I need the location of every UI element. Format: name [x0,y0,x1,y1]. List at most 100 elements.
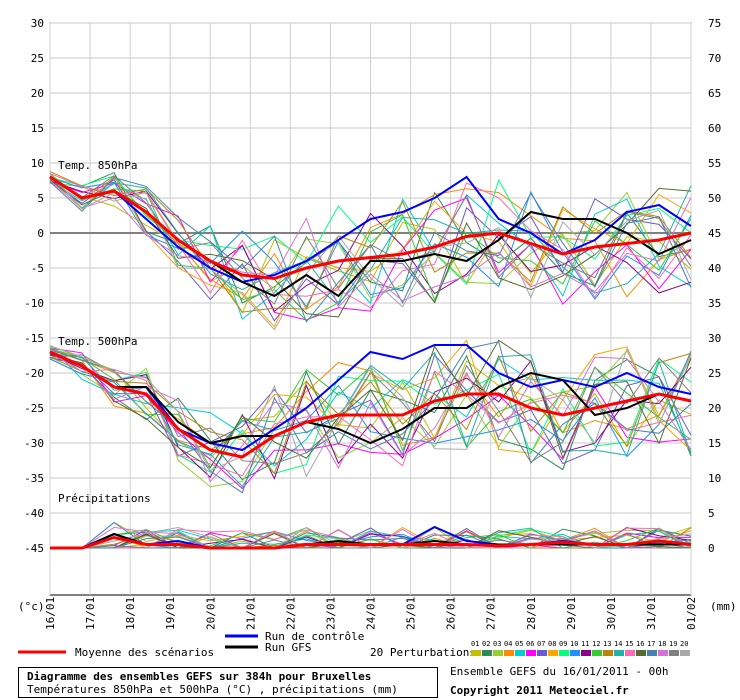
x-tick-label: 23/01 [324,597,337,630]
perturbation-id-label: 10 [570,640,578,648]
perturbation-18-line [49,180,692,308]
perturbation-swatch [669,650,679,656]
copyright: Copyright 2011 Meteociel.fr [450,684,629,697]
perturbation-id-label: 01 [471,640,479,648]
panel-label-500: Temp. 500hPa [58,335,137,348]
mean-line-panel1 [49,350,692,459]
perturbation-swatch [526,650,536,656]
perturbation-15-line [49,172,692,309]
x-tick-label: 01/02 [685,597,698,630]
right-tick-label: 20 [708,402,721,415]
x-tick-label: 30/01 [605,597,618,630]
right-tick-label: 65 [708,87,721,100]
legend-mean-label: Moyenne des scénarios [75,646,214,659]
left-tick-label: -5 [31,262,44,275]
x-tick-label: 28/01 [525,597,538,630]
right-tick-label: 15 [708,437,721,450]
right-tick-label: 30 [708,332,721,345]
left-tick-label: -25 [24,402,44,415]
right-tick-label: 75 [708,17,721,30]
right-tick-label: 5 [708,507,715,520]
perturbation-id-label: 19 [669,640,677,648]
left-tick-label: -15 [24,332,44,345]
perturbation-20-line [49,345,692,478]
legend-perturbations-label: 20 Perturbations [370,646,476,659]
perturbation-swatch [625,650,635,656]
left-tick-label: -45 [24,542,44,555]
perturbation-swatch [559,650,569,656]
mean-line-panel0 [49,175,692,281]
perturbation-18-line [49,349,692,483]
x-tick-label: 21/01 [244,597,257,630]
x-tick-label: 19/01 [164,597,177,630]
legend: Run de contrôle Run GFS Moyenne des scén… [18,630,690,659]
x-tick-label: 25/01 [405,597,418,630]
right-tick-label: 45 [708,227,721,240]
perturbation-id-label: 09 [559,640,567,648]
run-info: Ensemble GEFS du 16/01/2011 - 00h [450,665,669,678]
main-series-lines [49,175,692,550]
panel-label-850: Temp. 850hPa [58,159,137,172]
right-tick-label: 50 [708,192,721,205]
perturbation-19-line [49,175,692,305]
perturbation-id-label: 08 [548,640,556,648]
perturbation-swatch [537,650,547,656]
perturbation-06-line [49,181,692,321]
perturbation-swatches: 01 02 03 04 05 06 07 08 09 10 11 12 13 14 15 16 17 18 19 20 [471,640,690,656]
perturbation-id-label: 07 [537,640,545,648]
x-tick-label: 31/01 [645,597,658,630]
perturbation-swatch [680,650,690,656]
perturbation-id-label: 12 [592,640,600,648]
x-tick-label: 20/01 [204,597,217,630]
perturbation-id-label: 17 [647,640,655,648]
left-tick-label: 0 [37,227,44,240]
control-line-panel1 [49,344,692,452]
left-axis-unit: (°c) [18,600,45,613]
right-tick-label: 10 [708,472,721,485]
perturbation-id-label: 20 [680,640,688,648]
perturbation-17-line [50,527,692,549]
perturbation-swatch [471,650,481,656]
left-tick-label: -40 [24,507,44,520]
right-tick-label: 60 [708,122,721,135]
perturbation-04-line [49,349,692,451]
perturbation-swatch [647,650,657,656]
left-tick-label: -10 [24,297,44,310]
perturbation-11-line [49,180,692,313]
perturbation-id-label: 06 [526,640,534,648]
chart-subtitle: Températures 850hPa et 500hPa (°C) , pré… [27,683,398,696]
x-tick-label: 24/01 [365,597,378,630]
x-tick-label: 29/01 [565,597,578,630]
right-axis-unit: (mm) [710,600,737,613]
perturbation-19-line [49,354,692,465]
perturbation-id-label: 05 [515,640,523,648]
perturbation-swatch [636,650,646,656]
x-tick-label: 27/01 [485,597,498,630]
perturbation-id-label: 14 [614,640,622,648]
perturbation-id-label: 11 [581,640,589,648]
left-tick-label: -35 [24,472,44,485]
perturbation-swatch [515,650,525,656]
right-tick-label: 35 [708,297,721,310]
perturbation-13-line [49,171,692,313]
control-line-panel0 [49,175,692,284]
perturbation-swatch [493,650,503,656]
perturbation-14-line [49,175,692,304]
title-box: Diagramme des ensembles GEFS sur 384h po… [18,667,438,698]
perturbation-id-label: 02 [482,640,490,648]
x-tick-label: 26/01 [445,597,458,630]
ensemble-chart: 302520151050-5-10-15-20-25-30-35-40-4575… [18,17,737,659]
mean-line-panel2 [50,535,692,550]
x-tick-label: 22/01 [284,597,297,630]
perturbation-id-label: 03 [493,640,501,648]
left-tick-label: -20 [24,367,44,380]
perturbation-swatch [592,650,602,656]
gfs-line-panel1 [49,351,692,445]
chart-title: Diagramme des ensembles GEFS sur 384h po… [27,670,372,683]
left-tick-label: 30 [31,17,44,30]
right-tick-label: 55 [708,157,721,170]
perturbation-swatch [504,650,514,656]
perturbation-swatch [482,650,492,656]
left-tick-label: 10 [31,157,44,170]
right-tick-label: 40 [708,262,721,275]
